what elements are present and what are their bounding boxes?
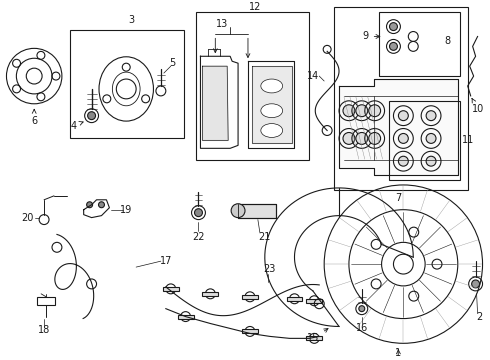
Bar xyxy=(178,315,194,319)
Text: 17: 17 xyxy=(160,256,172,266)
Text: 11: 11 xyxy=(462,135,474,145)
Text: 22: 22 xyxy=(192,233,205,242)
Text: 9: 9 xyxy=(363,31,380,41)
Circle shape xyxy=(231,204,245,217)
Polygon shape xyxy=(202,66,228,140)
Circle shape xyxy=(87,202,93,208)
Circle shape xyxy=(359,306,365,312)
Text: 14: 14 xyxy=(307,71,319,81)
Circle shape xyxy=(356,105,368,117)
Polygon shape xyxy=(339,79,458,175)
Circle shape xyxy=(472,280,480,288)
Circle shape xyxy=(426,111,436,121)
Circle shape xyxy=(398,134,408,143)
Bar xyxy=(238,204,276,217)
Bar xyxy=(70,30,184,139)
Text: 20: 20 xyxy=(21,213,33,222)
Bar xyxy=(202,292,218,296)
Circle shape xyxy=(390,42,397,50)
Circle shape xyxy=(390,23,397,31)
Text: 21: 21 xyxy=(259,233,271,242)
Text: 4: 4 xyxy=(71,121,83,131)
Bar xyxy=(37,297,55,305)
Circle shape xyxy=(343,105,355,117)
Circle shape xyxy=(368,105,381,117)
Circle shape xyxy=(426,156,436,166)
Circle shape xyxy=(88,112,96,120)
Text: 5: 5 xyxy=(170,58,176,68)
Bar xyxy=(379,12,460,76)
Ellipse shape xyxy=(261,104,283,118)
Ellipse shape xyxy=(261,79,283,93)
Circle shape xyxy=(343,132,355,144)
Text: 23: 23 xyxy=(264,264,276,274)
Bar xyxy=(306,336,322,340)
Circle shape xyxy=(398,156,408,166)
Text: 8: 8 xyxy=(445,36,451,46)
Text: 16: 16 xyxy=(356,324,368,333)
Circle shape xyxy=(98,202,104,208)
Text: 7: 7 xyxy=(395,193,401,203)
Bar xyxy=(334,7,467,190)
Text: 3: 3 xyxy=(128,15,134,24)
Ellipse shape xyxy=(261,123,283,138)
Text: 13: 13 xyxy=(216,19,228,28)
Bar xyxy=(242,295,258,299)
Circle shape xyxy=(398,111,408,121)
Circle shape xyxy=(426,134,436,143)
Circle shape xyxy=(195,209,202,217)
Text: 12: 12 xyxy=(249,2,261,12)
Bar xyxy=(287,297,302,301)
Circle shape xyxy=(368,132,381,144)
Text: 15: 15 xyxy=(307,329,328,343)
Bar xyxy=(389,101,460,180)
Bar xyxy=(238,204,276,217)
Text: 6: 6 xyxy=(31,109,37,126)
Text: 10: 10 xyxy=(471,98,484,114)
Bar xyxy=(306,299,322,303)
Text: 19: 19 xyxy=(120,205,132,215)
Bar xyxy=(163,287,179,291)
Circle shape xyxy=(356,132,368,144)
Polygon shape xyxy=(252,66,292,143)
Bar xyxy=(196,12,309,160)
Text: 18: 18 xyxy=(38,325,50,336)
Text: 2: 2 xyxy=(476,312,483,321)
Bar xyxy=(242,329,258,333)
Text: 1: 1 xyxy=(395,348,401,358)
